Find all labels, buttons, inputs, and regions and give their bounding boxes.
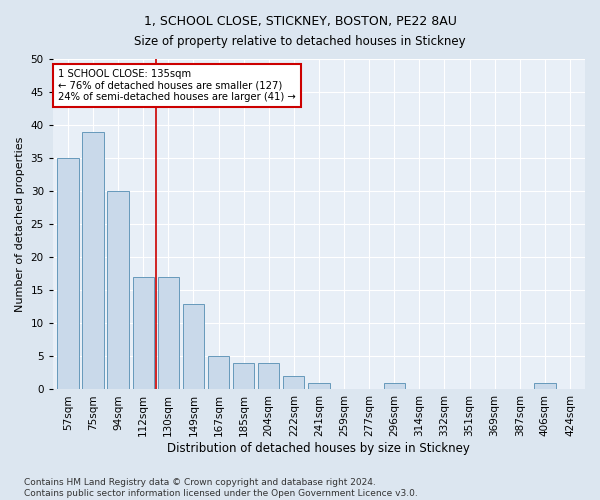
Y-axis label: Number of detached properties: Number of detached properties	[15, 136, 25, 312]
Bar	[57, 158, 79, 390]
Bar	[383, 383, 405, 390]
Bar	[183, 304, 204, 390]
X-axis label: Distribution of detached houses by size in Stickney: Distribution of detached houses by size …	[167, 442, 470, 455]
Bar	[107, 191, 129, 390]
Text: 1, SCHOOL CLOSE, STICKNEY, BOSTON, PE22 8AU: 1, SCHOOL CLOSE, STICKNEY, BOSTON, PE22 …	[143, 15, 457, 28]
Text: Contains HM Land Registry data © Crown copyright and database right 2024.
Contai: Contains HM Land Registry data © Crown c…	[24, 478, 418, 498]
Bar	[283, 376, 304, 390]
Bar	[158, 277, 179, 390]
Bar	[82, 132, 104, 390]
Bar	[308, 383, 329, 390]
Text: 1 SCHOOL CLOSE: 135sqm
← 76% of detached houses are smaller (127)
24% of semi-de: 1 SCHOOL CLOSE: 135sqm ← 76% of detached…	[58, 69, 296, 102]
Bar	[208, 356, 229, 390]
Bar	[258, 363, 280, 390]
Text: Size of property relative to detached houses in Stickney: Size of property relative to detached ho…	[134, 35, 466, 48]
Bar	[133, 277, 154, 390]
Bar	[233, 363, 254, 390]
Bar	[534, 383, 556, 390]
